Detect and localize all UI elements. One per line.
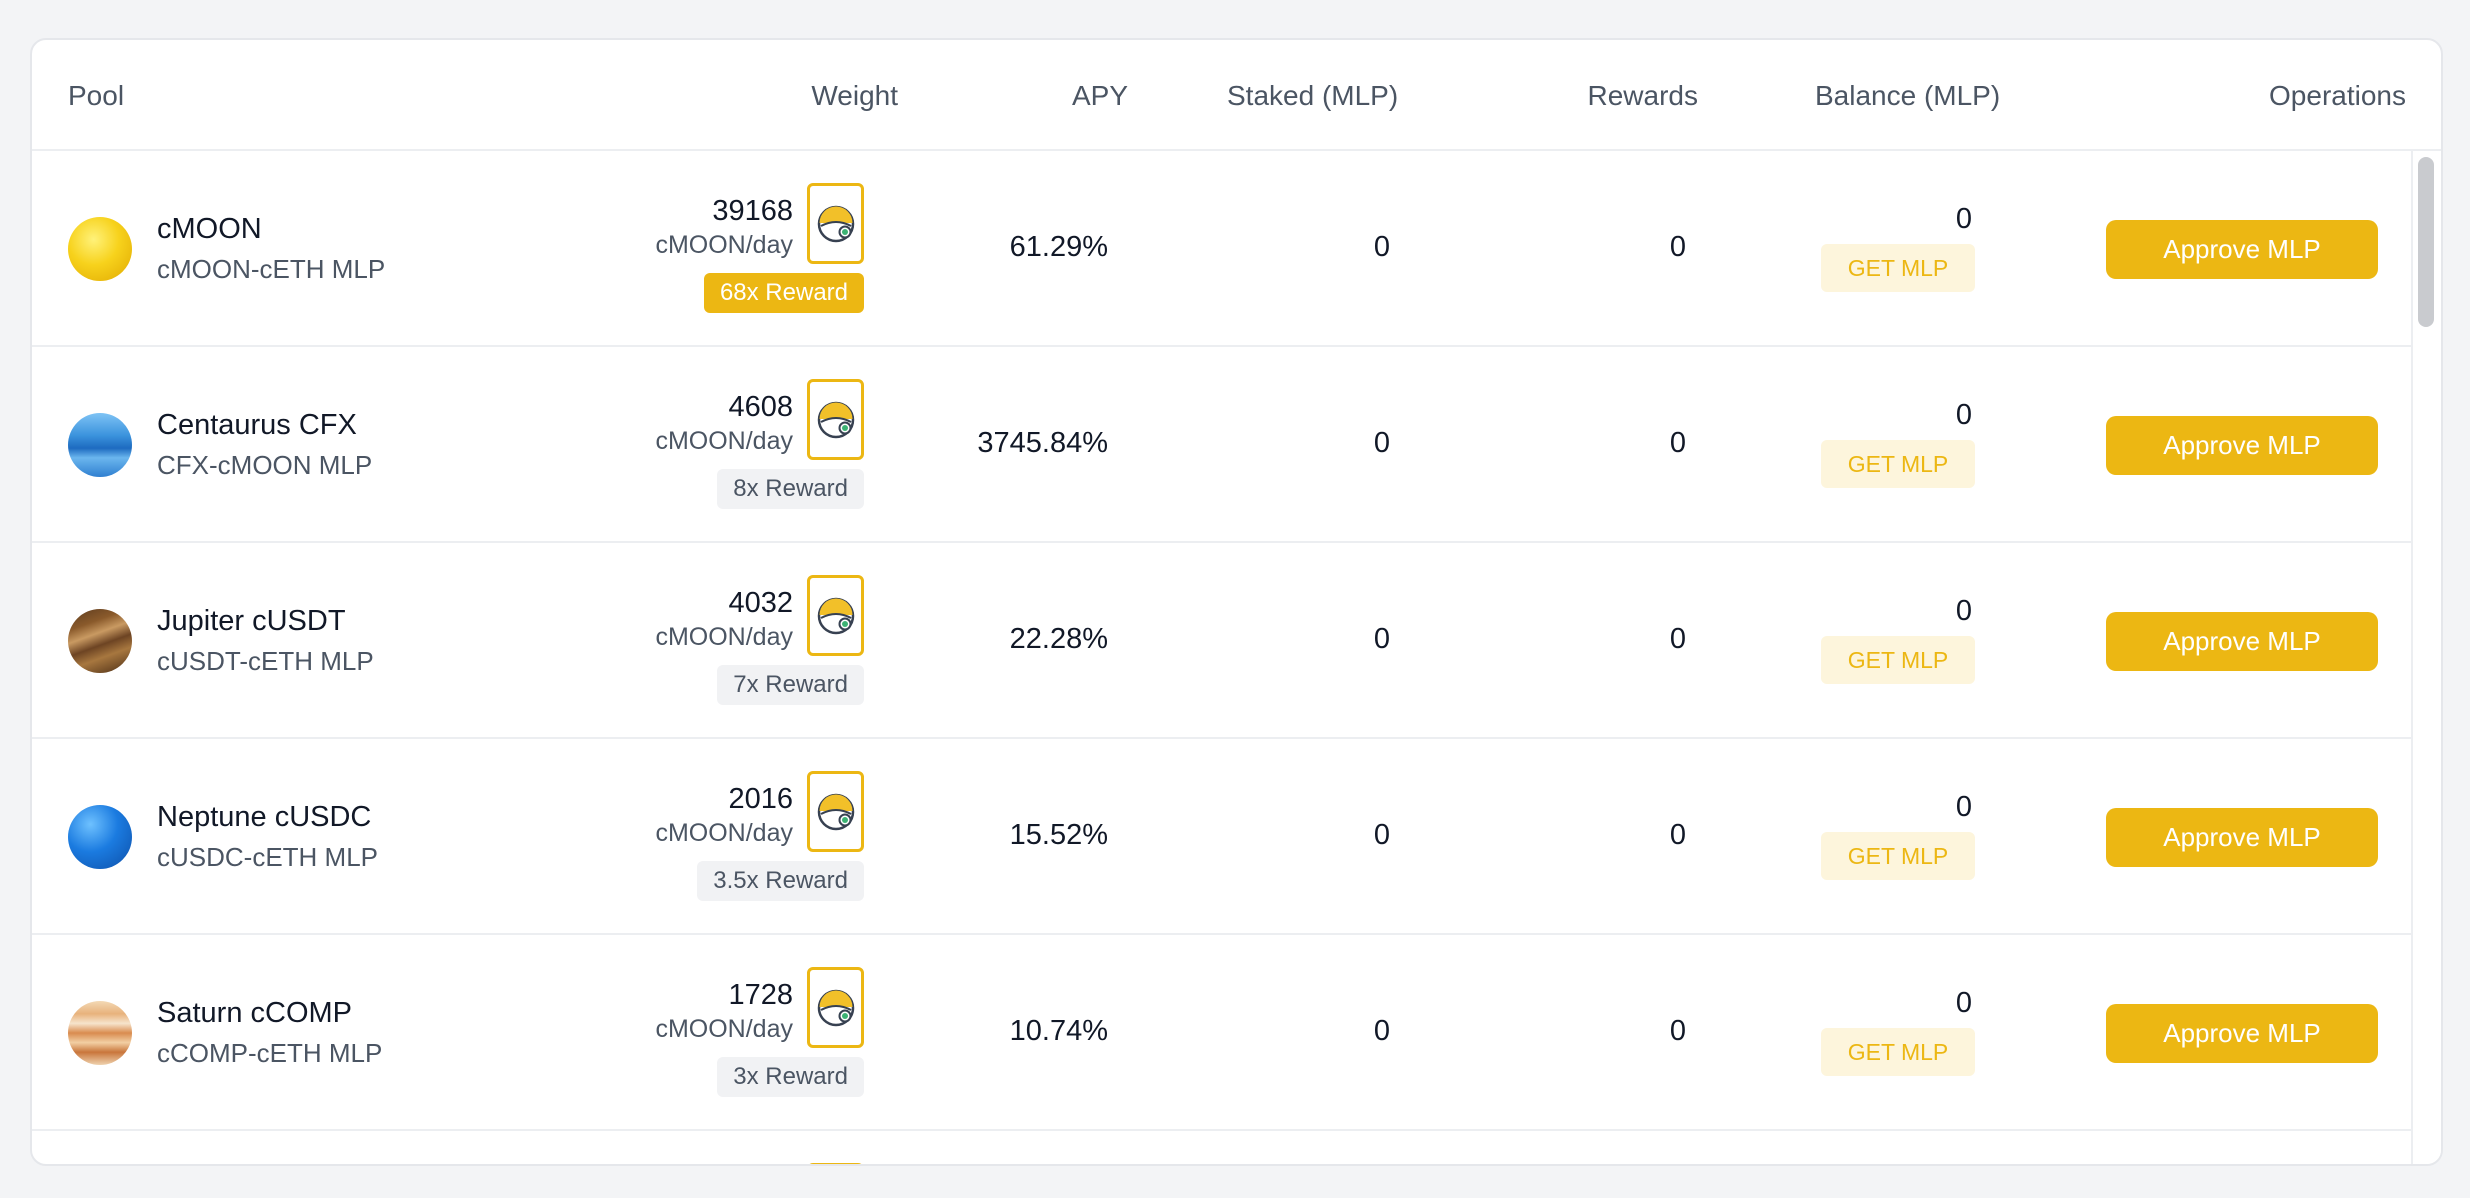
- reward-multiplier-badge: 68x Reward: [703, 273, 864, 313]
- reward-multiplier-badge: 7x Reward: [717, 665, 864, 705]
- approve-mlp-button[interactable]: Approve MLP: [2106, 1004, 2378, 1063]
- header-staked: Staked (MLP): [1227, 80, 1399, 111]
- pool-name: Saturn cCOMP: [157, 997, 352, 1029]
- apy-value: 10.74%: [1009, 1015, 1108, 1047]
- weight-value: 4608: [728, 391, 793, 423]
- rewards-value: 0: [1669, 1015, 1686, 1047]
- weight-value: 2016: [728, 783, 793, 815]
- cmoon-token-icon: [807, 183, 864, 264]
- balance-value: 0: [1955, 399, 1972, 431]
- header-rewards: Rewards: [1587, 80, 1698, 111]
- apy-value: 61.29%: [1009, 231, 1108, 263]
- table-row: Jupiter cUSDT cUSDT-cETH MLP 4032 cMOON/…: [32, 543, 2415, 739]
- weight-unit: cMOON/day: [655, 427, 793, 455]
- pool-list: cMOON cMOON-cETH MLP 39168 cMOON/day 68x…: [32, 151, 2415, 1164]
- weight-value: 4032: [728, 587, 793, 619]
- pool-name: cMOON: [157, 213, 262, 245]
- rewards-value: 0: [1669, 623, 1686, 655]
- cmoon-token-icon: [807, 575, 864, 656]
- staked-value: 0: [1373, 819, 1390, 851]
- staked-value: 0: [1373, 427, 1390, 459]
- header-weight: Weight: [811, 80, 898, 111]
- rewards-value: 0: [1669, 427, 1686, 459]
- staked-value: 0: [1373, 623, 1390, 655]
- apy-value: 22.28%: [1009, 623, 1108, 655]
- reward-multiplier-badge: 3.5x Reward: [697, 861, 864, 901]
- header-balance: Balance (MLP): [1815, 80, 2001, 111]
- weight-value: 39168: [712, 195, 793, 227]
- scrollbar-thumb[interactable]: [2418, 157, 2434, 327]
- balance-value: 0: [1955, 791, 1972, 823]
- balance-value: 0: [1955, 203, 1972, 235]
- header-operations: Operations: [2269, 80, 2406, 111]
- pool-pair: CFX-cMOON MLP: [157, 450, 373, 480]
- pool-name: Jupiter cUSDT: [157, 605, 346, 637]
- jupiter-icon: [68, 609, 132, 673]
- neptune-icon: [68, 805, 132, 869]
- cmoon-token-icon: [807, 771, 864, 852]
- get-mlp-button[interactable]: GET MLP: [1821, 636, 1975, 684]
- reward-multiplier-badge: 8x Reward: [717, 469, 864, 509]
- table-row: Saturn cCOMP cCOMP-cETH MLP 1728 cMOON/d…: [32, 935, 2415, 1131]
- pool-pair: cUSDC-cETH MLP: [157, 842, 379, 872]
- pool-pair: cMOON-cETH MLP: [157, 254, 386, 284]
- apy-value: 15.52%: [1009, 819, 1108, 851]
- weight-unit: cMOON/day: [655, 1015, 793, 1043]
- table-row: Neptune cUSDC cUSDC-cETH MLP 2016 cMOON/…: [32, 739, 2415, 935]
- cmoon-token-icon: [807, 1163, 864, 1164]
- pool-pair: cCOMP-cETH MLP: [157, 1038, 383, 1068]
- weight-unit: cMOON/day: [655, 231, 793, 259]
- farm-pools-card: Pool Weight APY Staked (MLP) Rewards Bal…: [30, 38, 2443, 1166]
- cmoon-token-icon: [807, 967, 864, 1048]
- rewards-value: 0: [1669, 231, 1686, 263]
- get-mlp-button[interactable]: GET MLP: [1821, 440, 1975, 488]
- saturn-icon: [68, 1001, 132, 1065]
- reward-multiplier-badge: 3x Reward: [717, 1057, 864, 1097]
- balance-value: 0: [1955, 595, 1972, 627]
- weight-unit: cMOON/day: [655, 819, 793, 847]
- header-pool: Pool: [68, 80, 125, 111]
- pool-name: Centaurus CFX: [157, 409, 357, 441]
- staked-value: 0: [1373, 231, 1390, 263]
- rewards-value: 0: [1669, 819, 1686, 851]
- get-mlp-button[interactable]: GET MLP: [1821, 244, 1975, 292]
- get-mlp-button[interactable]: GET MLP: [1821, 832, 1975, 880]
- scrollbar[interactable]: [2411, 151, 2441, 1164]
- pool-name: Neptune cUSDC: [157, 801, 372, 833]
- apy-value: 3745.84%: [977, 427, 1108, 459]
- get-mlp-button[interactable]: GET MLP: [1821, 1028, 1975, 1076]
- weight-unit: cMOON/day: [655, 623, 793, 651]
- staked-value: 0: [1373, 1015, 1390, 1047]
- table-row: cMOON cMOON-cETH MLP 39168 cMOON/day 68x…: [32, 151, 2415, 347]
- approve-mlp-button[interactable]: Approve MLP: [2106, 808, 2378, 867]
- pool-pair: cUSDT-cETH MLP: [157, 646, 374, 676]
- moon-icon: [68, 217, 132, 281]
- approve-mlp-button[interactable]: Approve MLP: [2106, 220, 2378, 279]
- table-header: Pool Weight APY Staked (MLP) Rewards Bal…: [32, 40, 2441, 151]
- cmoon-token-icon: [807, 379, 864, 460]
- weight-value: 1728: [728, 979, 793, 1011]
- approve-mlp-button[interactable]: Approve MLP: [2106, 612, 2378, 671]
- approve-mlp-button[interactable]: Approve MLP: [2106, 416, 2378, 475]
- table-row: Centaurus CFX CFX-cMOON MLP 4608 cMOON/d…: [32, 347, 2415, 543]
- centaurus-icon: [68, 413, 132, 477]
- header-apy: APY: [1071, 80, 1128, 111]
- balance-value: 0: [1955, 987, 1972, 1019]
